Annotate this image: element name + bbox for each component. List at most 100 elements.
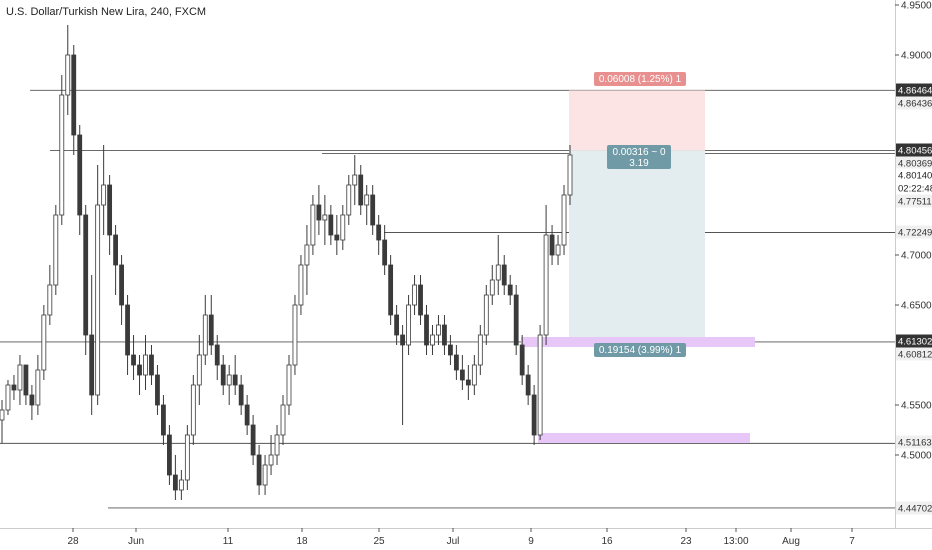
price-tag: 4.86436 bbox=[896, 96, 932, 110]
candle bbox=[238, 375, 244, 415]
time-tick-label: 18 bbox=[296, 536, 308, 547]
svg-text:0.00316 ~ 0: 0.00316 ~ 0 bbox=[612, 147, 666, 158]
candle bbox=[334, 215, 340, 255]
svg-text:3.19: 3.19 bbox=[629, 158, 649, 169]
candle bbox=[53, 205, 59, 295]
candle bbox=[364, 185, 370, 225]
price-tag-label: 4.80456 bbox=[898, 146, 932, 157]
candle bbox=[459, 355, 465, 390]
time-tick-label: 28 bbox=[67, 536, 79, 547]
candle bbox=[376, 215, 382, 255]
candle bbox=[477, 325, 483, 375]
price-tag-label: 4.51163 bbox=[898, 438, 932, 449]
candle bbox=[214, 335, 220, 380]
candle bbox=[453, 345, 459, 380]
time-tick-label: 7 bbox=[849, 536, 855, 547]
candle bbox=[292, 295, 298, 375]
candle bbox=[286, 355, 292, 415]
time-axis[interactable]: 28 Jun 11 18 25 Jul 9 16 23 13:00 Aug 7 bbox=[0, 528, 932, 547]
stop-loss-zone bbox=[569, 90, 705, 151]
candle bbox=[543, 205, 549, 345]
candle bbox=[352, 155, 358, 205]
horizontal-levels bbox=[0, 89, 895, 509]
candle bbox=[346, 175, 352, 225]
candle bbox=[29, 385, 35, 420]
candle bbox=[424, 305, 429, 355]
price-tag-label: 4.80369 bbox=[898, 159, 932, 170]
price-tick-label: 4.65000 bbox=[901, 301, 932, 312]
price-axis-background bbox=[895, 0, 932, 550]
candle bbox=[567, 145, 573, 205]
price-tag-label: 4.60812 bbox=[898, 350, 932, 361]
price-tag: 4.44702 bbox=[896, 501, 932, 515]
candle bbox=[113, 225, 118, 295]
candle bbox=[220, 355, 226, 395]
chart-title: U.S. Dollar/Turkish New Lira, 240, FXCM bbox=[6, 6, 207, 18]
time-tick-label: 13:00 bbox=[723, 536, 748, 547]
candle bbox=[35, 355, 41, 415]
candle bbox=[442, 315, 447, 355]
price-tag: 4.77511 bbox=[896, 194, 932, 208]
candle bbox=[256, 445, 262, 495]
price-tag-label: 4.86436 bbox=[898, 99, 932, 110]
price-tag: 4.60812 bbox=[896, 347, 932, 361]
price-tick-label: 4.70000 bbox=[901, 251, 932, 262]
candle bbox=[41, 305, 47, 380]
candle bbox=[430, 325, 435, 355]
candle bbox=[89, 275, 95, 415]
candle bbox=[71, 45, 77, 155]
candle bbox=[190, 375, 196, 445]
price-tag-label: 4.72249 bbox=[898, 228, 932, 239]
candle bbox=[167, 425, 172, 485]
candle bbox=[83, 205, 89, 355]
position-zones bbox=[521, 90, 755, 443]
candlestick-series bbox=[0, 25, 573, 500]
candle bbox=[274, 425, 280, 465]
candle bbox=[65, 25, 71, 115]
candle bbox=[143, 335, 148, 390]
candle bbox=[310, 195, 316, 255]
candle bbox=[340, 205, 346, 250]
candle bbox=[418, 275, 423, 325]
candle bbox=[107, 175, 113, 255]
candle bbox=[382, 225, 388, 275]
time-tick-label: 16 bbox=[601, 536, 613, 547]
time-tick-label: Jun bbox=[128, 536, 144, 547]
candle bbox=[268, 435, 274, 475]
candle bbox=[400, 325, 405, 425]
time-tick-label: 11 bbox=[223, 536, 234, 547]
price-axis[interactable]: 4.95000 4.90000 4.70000 4.65000 4.55000 4.500… bbox=[895, 0, 932, 550]
candle bbox=[161, 395, 166, 445]
candle bbox=[298, 255, 304, 315]
svg-text:0.19154 (3.99%) 1: 0.19154 (3.99%) 1 bbox=[599, 345, 682, 356]
price-tag: 02:22:48 bbox=[896, 181, 932, 195]
candle bbox=[262, 455, 268, 495]
time-tick-label: 23 bbox=[680, 536, 692, 547]
candle bbox=[101, 145, 107, 235]
candle bbox=[501, 255, 507, 295]
price-tag-label: 4.80140 bbox=[898, 171, 932, 182]
candle bbox=[59, 75, 65, 225]
price-tick-label: 4.55000 bbox=[901, 401, 932, 412]
candle bbox=[328, 205, 334, 245]
lower-purple-zone bbox=[538, 433, 750, 443]
time-tick-label: 9 bbox=[528, 536, 534, 547]
stop-loss-label: 0.06008 (1.25%) 1 bbox=[594, 72, 686, 86]
price-tag: 4.80140 bbox=[896, 168, 932, 182]
candle bbox=[226, 365, 232, 405]
candle bbox=[280, 395, 286, 445]
candle bbox=[250, 415, 256, 465]
candle bbox=[23, 364, 29, 405]
candle bbox=[358, 165, 364, 215]
candle bbox=[525, 365, 531, 405]
candle bbox=[555, 235, 561, 265]
candle bbox=[155, 365, 160, 415]
candle bbox=[47, 265, 53, 325]
candle bbox=[406, 295, 411, 355]
candle bbox=[244, 395, 250, 435]
price-tag-label: 4.61302 bbox=[898, 337, 932, 348]
candle bbox=[232, 355, 238, 395]
price-tag: 4.51163 bbox=[896, 435, 932, 449]
price-tick-label: 4.95000 bbox=[901, 1, 932, 12]
